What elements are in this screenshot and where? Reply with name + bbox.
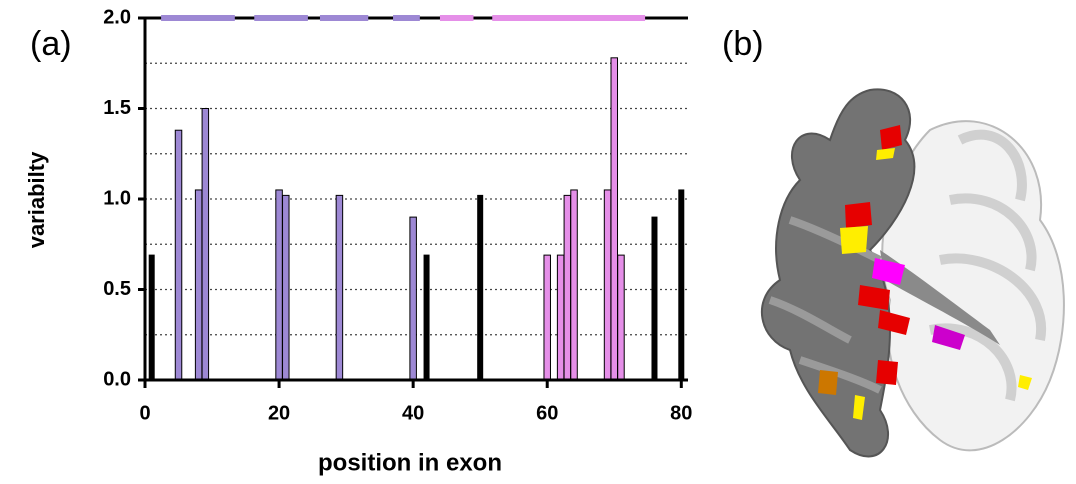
- protein-structure: [762, 89, 1064, 456]
- bar: [283, 195, 290, 380]
- panel-label: (b): [722, 25, 764, 63]
- figure: (a) (b) position in exon variabilty 0.0 0…: [0, 0, 1076, 484]
- y-tick-label: 0.5: [103, 278, 131, 300]
- bar: [195, 190, 202, 380]
- bar: [652, 217, 657, 380]
- y-tick-label: 2.0: [103, 6, 131, 28]
- x-tick-label: 20: [268, 402, 290, 424]
- y-axis-label: variabilty: [24, 151, 49, 248]
- bar: [618, 255, 625, 380]
- x-tick-label: 80: [670, 402, 692, 424]
- bar: [571, 190, 578, 380]
- bar: [544, 255, 551, 380]
- y-tick-label: 1.0: [103, 187, 131, 209]
- y-tick-label: 0.0: [103, 368, 131, 390]
- x-tick-label: 0: [139, 402, 150, 424]
- page: {"panel_a": "(a)", "panel_b": "(b)", "ch…: [0, 0, 1076, 484]
- bar: [149, 255, 154, 380]
- bar: [202, 109, 209, 381]
- x-axis-label: position in exon: [318, 449, 502, 476]
- bar: [679, 190, 684, 380]
- bar: [410, 217, 417, 380]
- x-tick-label: 60: [536, 402, 558, 424]
- bar: [611, 58, 618, 380]
- bar: [276, 190, 283, 380]
- bar: [564, 195, 571, 380]
- x-tick-label: 40: [402, 402, 424, 424]
- bar: [557, 255, 564, 380]
- bar: [604, 190, 611, 380]
- bar: [175, 130, 182, 380]
- y-tick-label: 1.5: [103, 97, 131, 119]
- bar: [424, 255, 429, 380]
- bar: [336, 195, 343, 380]
- panel-label: (a): [30, 25, 72, 63]
- bar: [478, 195, 483, 380]
